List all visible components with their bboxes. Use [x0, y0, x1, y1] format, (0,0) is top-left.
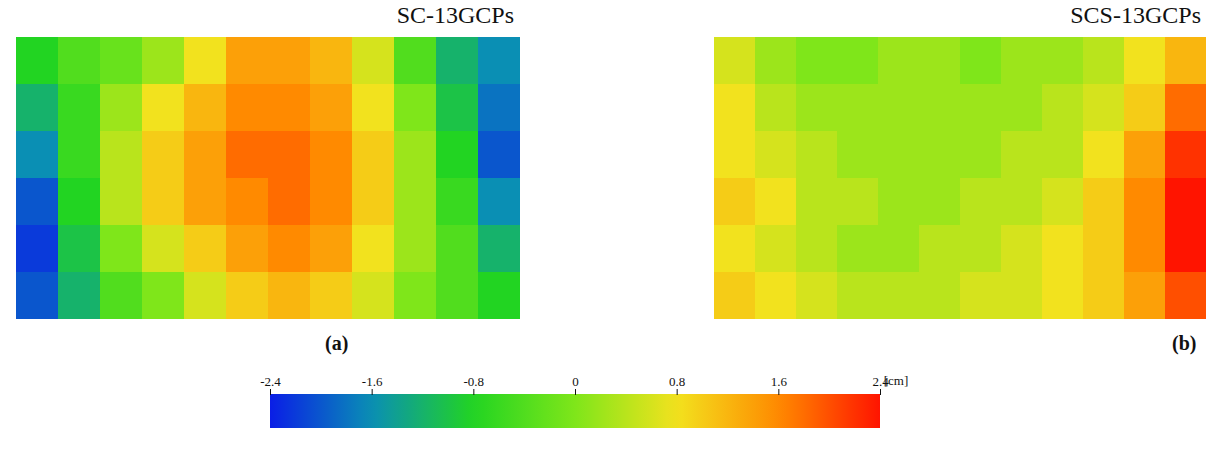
svg-text:2.4: 2.4 — [872, 373, 889, 389]
html-text:(b): (b) — [1172, 332, 1197, 354]
html-text:(a): (a) — [325, 332, 349, 354]
svg-text:0.8: 0.8 — [669, 374, 685, 389]
svg-text:-0.8: -0.8 — [464, 374, 485, 389]
svg-text:-1.6: -1.6 — [362, 374, 383, 389]
svg-text:-2.4: -2.4 — [260, 374, 281, 389]
svg-text:1.6: 1.6 — [771, 374, 788, 389]
svg-text:0: 0 — [572, 374, 579, 389]
html-text:SCS-13GCPs: SCS-13GCPs — [1070, 2, 1201, 28]
html-text:SC-13GCPs: SC-13GCPs — [396, 2, 514, 28]
svg-text:[cm]: [cm] — [884, 373, 909, 388]
